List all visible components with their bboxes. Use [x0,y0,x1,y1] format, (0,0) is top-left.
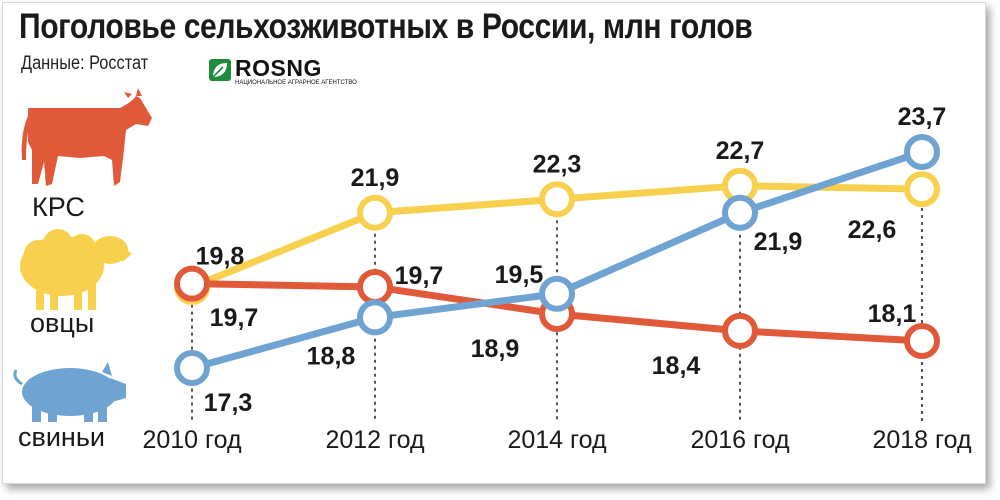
data-point [357,194,393,231]
data-label: 19,7 [395,262,444,290]
data-point [904,134,940,170]
data-label: 22,6 [848,216,897,244]
data-point [722,194,758,231]
data-label: 18,4 [652,352,701,380]
pig-icon [13,362,126,422]
animal-label-pigs: свиньи [18,422,105,452]
chart-title: Поголовье сельхозживотных в России, млн … [19,7,753,46]
data-label: 22,7 [716,137,765,165]
data-label: 19,7 [210,304,259,332]
data-point [174,350,210,386]
data-point [357,299,393,336]
data-label: 22,3 [533,150,582,178]
x-tick-label: 2016 год [690,426,789,454]
data-point [539,181,575,218]
data-label: 17,3 [204,389,253,417]
x-tick-label: 2010 год [142,426,241,454]
chart-card: Поголовье сельхозживотных в России, млн … [2,2,986,484]
logo-subtitle: НАЦИОНАЛЬНОЕ АГРАРНОЕ АГЕНТСТВО [235,80,357,86]
data-label: 19,8 [196,243,245,271]
data-point [539,275,575,312]
data-label: 19,5 [495,261,544,289]
leaf-icon [209,59,231,81]
data-label: 18,9 [471,335,520,363]
x-tick-label: 2014 год [507,426,606,454]
data-point [174,265,210,302]
data-point [357,269,393,305]
data-label: 18,1 [868,300,917,328]
data-label: 21,9 [351,164,400,192]
data-label: 21,9 [754,228,803,256]
data-label: 18,8 [307,342,356,370]
cow-icon [21,88,152,186]
data-point [904,171,940,208]
animal-label-sheep: овцы [30,308,94,338]
logo-name: ROSNG [235,55,322,81]
x-tick-label: 2018 год [872,426,971,454]
data-label: 23,7 [898,103,947,131]
animal-label-cattle: КРС [32,192,85,222]
data-point [904,323,940,359]
x-tick-label: 2012 год [325,426,424,454]
sheep-icon [20,229,132,310]
data-point [722,312,758,349]
data-source: Данные: Росстат [21,53,149,74]
